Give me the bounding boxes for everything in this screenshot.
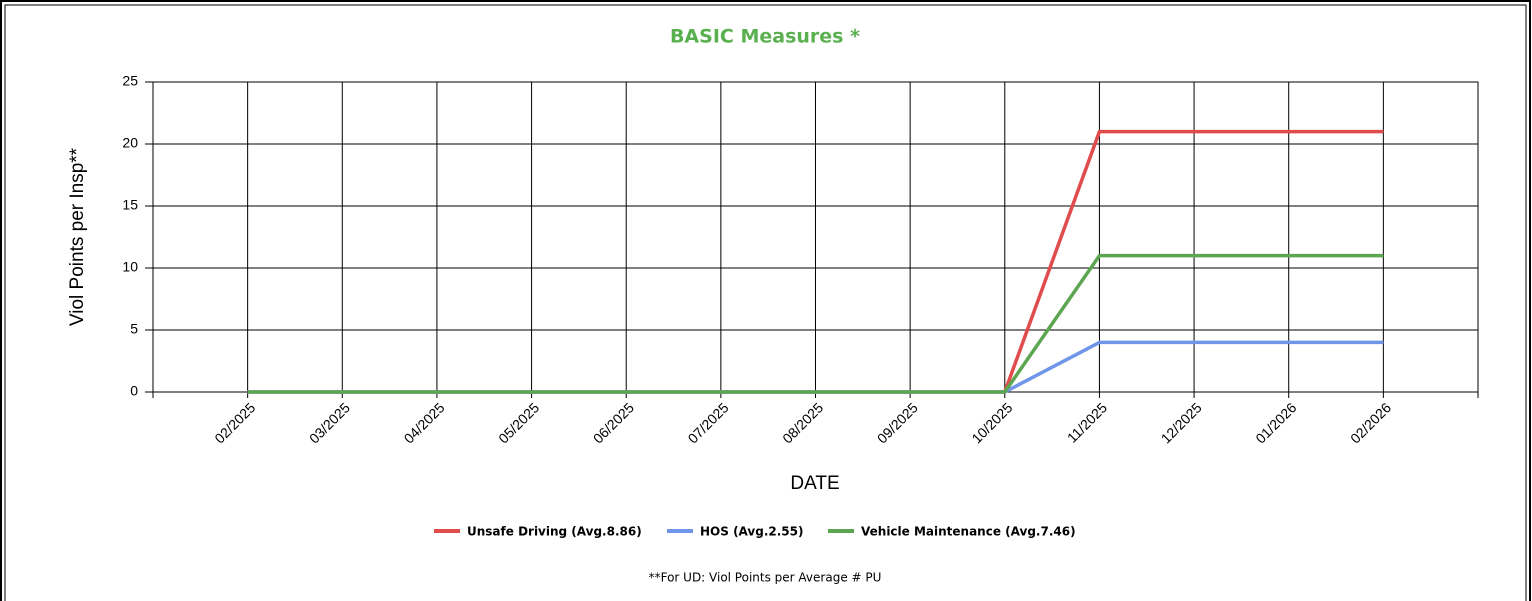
x-tick-label: 05/2025 [495, 399, 542, 446]
x-tick-label: 07/2025 [684, 399, 731, 446]
x-axis-label: DATE [790, 473, 839, 494]
x-tick-label: 11/2025 [1064, 399, 1111, 446]
x-tick-label: 08/2025 [779, 399, 826, 446]
y-tick-label: 5 [130, 321, 138, 337]
legend-label: Vehicle Maintenance (Avg.7.46) [861, 525, 1076, 539]
y-tick-label: 25 [122, 73, 138, 89]
x-tick-label: 06/2025 [590, 399, 637, 446]
y-tick-label: 0 [130, 383, 138, 399]
x-tick-label: 12/2025 [1158, 399, 1205, 446]
y-tick-label: 20 [122, 135, 138, 151]
x-tick-label: 02/2025 [211, 399, 258, 446]
legend-label: Unsafe Driving (Avg.8.86) [467, 525, 642, 539]
footnote: **For UD: Viol Points per Average # PU [649, 571, 882, 585]
y-tick-label: 15 [122, 197, 138, 213]
chart-title: BASIC Measures * [670, 26, 860, 48]
legend-label: HOS (Avg.2.55) [700, 525, 803, 539]
x-tick-label: 04/2025 [401, 399, 448, 446]
x-tick-label: 01/2026 [1252, 399, 1299, 446]
y-tick-label: 10 [122, 259, 138, 275]
inner-border [4, 4, 1527, 601]
y-axis-label: Viol Points per Insp** [67, 147, 88, 326]
series-line [247, 253, 1384, 394]
x-tick-label: 02/2026 [1347, 399, 1394, 446]
x-tick-label: 10/2025 [968, 399, 1015, 446]
x-tick-label: 03/2025 [306, 399, 353, 446]
x-tick-label: 09/2025 [874, 399, 921, 446]
